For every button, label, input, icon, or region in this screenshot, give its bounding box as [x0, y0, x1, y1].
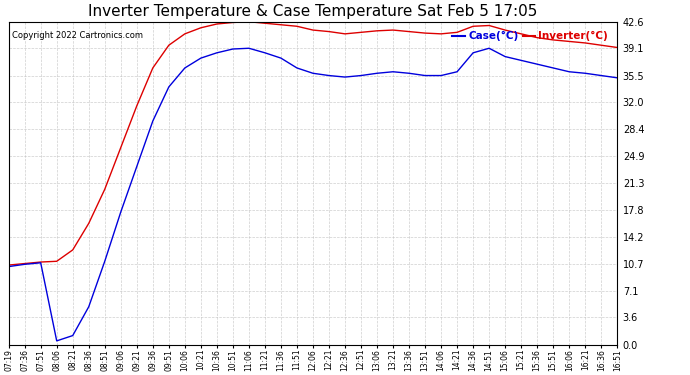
Legend: Case(°C), Inverter(°C): Case(°C), Inverter(°C): [448, 27, 612, 45]
Title: Inverter Temperature & Case Temperature Sat Feb 5 17:05: Inverter Temperature & Case Temperature …: [88, 4, 538, 19]
Text: Copyright 2022 Cartronics.com: Copyright 2022 Cartronics.com: [12, 32, 143, 40]
